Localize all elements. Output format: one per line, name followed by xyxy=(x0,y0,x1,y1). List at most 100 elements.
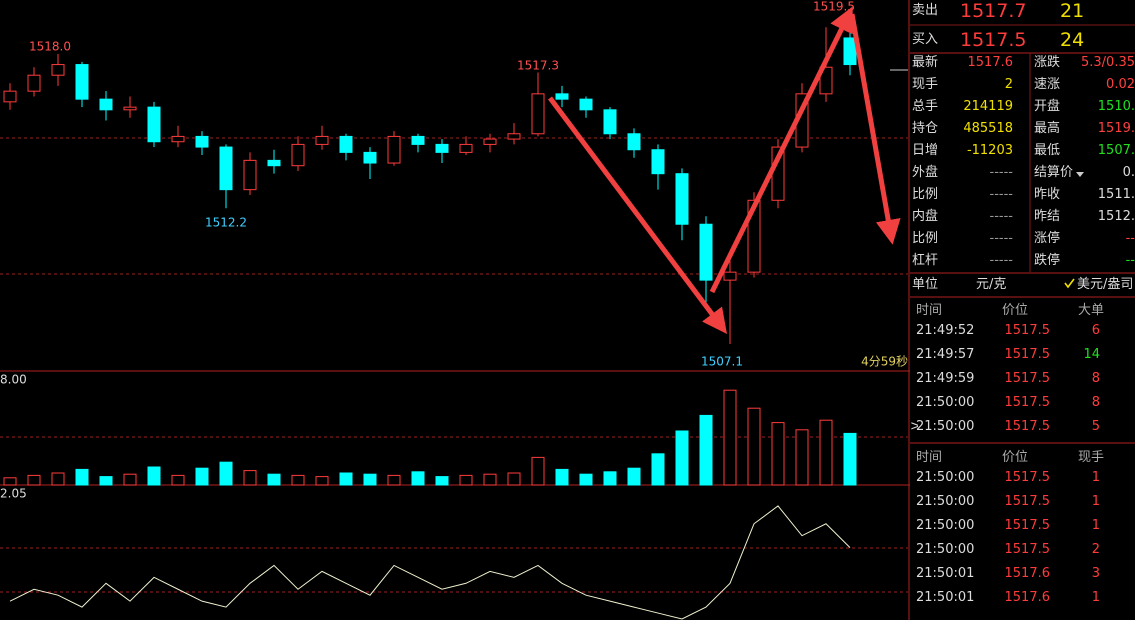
stat-value: ----- xyxy=(989,231,1013,246)
candle-body xyxy=(555,93,569,100)
trade-qty: 3 xyxy=(1091,566,1100,581)
volume-bar xyxy=(483,473,497,486)
high-label: 1518.0 xyxy=(29,40,71,54)
quote-qty: 24 xyxy=(1060,29,1085,51)
candle-body xyxy=(147,106,161,143)
volume-bar xyxy=(459,474,473,486)
candle-body xyxy=(675,173,689,225)
low-label: 1512.2 xyxy=(205,216,247,230)
volume-bar xyxy=(291,474,305,486)
trade-qty: 5 xyxy=(1091,419,1100,434)
trade-qty: 1 xyxy=(1091,494,1100,509)
candle-body xyxy=(795,93,809,148)
candle-body xyxy=(651,149,665,175)
candle-body xyxy=(75,64,89,100)
trade-qty: 1 xyxy=(1091,518,1100,533)
stat-label: 比例 xyxy=(912,187,939,202)
trade-time: 21:50:01 xyxy=(916,566,975,581)
candle-body xyxy=(699,223,713,281)
stat-label: 持仓 xyxy=(912,121,939,136)
stat-label: 涨停 xyxy=(1034,231,1061,246)
quote-label: 买入 xyxy=(912,32,939,47)
candle-body xyxy=(99,98,113,111)
stat-label: 跌停 xyxy=(1034,253,1061,268)
stat-value: 1507. xyxy=(1097,143,1135,158)
candle-body xyxy=(363,151,377,164)
volume-bar xyxy=(219,461,233,486)
candle-body xyxy=(243,159,257,191)
stat-value: 214119 xyxy=(963,99,1013,114)
trade-time: 21:50:00 xyxy=(916,494,975,509)
volume-bar xyxy=(819,419,833,486)
high-label: 1517.3 xyxy=(517,59,559,73)
volume-bar xyxy=(411,471,425,486)
volume-bar xyxy=(171,474,185,486)
trade-qty: 8 xyxy=(1091,395,1100,410)
stat-value: -- xyxy=(1125,231,1135,246)
countdown: 4分59秒 xyxy=(861,355,908,369)
candle-body xyxy=(819,66,833,95)
trade-time: 21:50:00 xyxy=(916,419,975,434)
volume-bar xyxy=(195,467,209,486)
volume-bar xyxy=(267,473,281,486)
stat-value: 1512. xyxy=(1097,209,1135,224)
stat-label: 速涨 xyxy=(1034,77,1061,92)
trade-time: 21:50:00 xyxy=(916,518,975,533)
stat-label: 最低 xyxy=(1034,143,1061,158)
candle-body xyxy=(411,135,425,145)
stat-label: 结算价 xyxy=(1034,165,1074,180)
candle-body xyxy=(387,135,401,164)
candle-body xyxy=(51,64,65,76)
candle-body xyxy=(579,98,593,111)
stat-value: 5.3/0.35 xyxy=(1081,55,1135,70)
volume-bar xyxy=(651,453,665,486)
stat-value: 1519. xyxy=(1097,121,1135,136)
stat-label: 比例 xyxy=(912,231,939,246)
stat-label: 最新 xyxy=(912,55,939,70)
column-header: 价位 xyxy=(1002,303,1029,318)
stat-value: ----- xyxy=(989,187,1013,202)
candle-body xyxy=(123,106,137,111)
low-label: 1507.1 xyxy=(701,355,743,369)
volume-bar xyxy=(555,468,569,486)
volume-bar xyxy=(747,407,761,486)
trade-price: 1517.5 xyxy=(1004,323,1051,338)
trade-price: 1517.5 xyxy=(1004,371,1051,386)
trade-time: 21:49:52 xyxy=(916,323,975,338)
candle-body xyxy=(843,37,857,66)
volume-bar xyxy=(795,429,809,486)
candle-body xyxy=(3,90,17,103)
check-icon xyxy=(1064,278,1075,289)
candle-body xyxy=(435,143,449,153)
quote-qty: 21 xyxy=(1060,0,1085,22)
volume-bar xyxy=(363,473,377,486)
trade-price: 1517.5 xyxy=(1004,542,1051,557)
candle-body xyxy=(507,133,521,140)
stat-label: 现手 xyxy=(912,77,939,92)
stat-value: 1517.6 xyxy=(967,55,1014,70)
volume-bar xyxy=(843,432,857,486)
stat-value: -11203 xyxy=(966,143,1013,158)
volume-bar xyxy=(339,472,353,486)
unit-option: 元/克 xyxy=(976,277,1007,292)
volume-bar xyxy=(579,473,593,486)
column-header: 时间 xyxy=(916,303,943,318)
unit-option: 美元/盎司 xyxy=(1077,277,1134,292)
trade-price: 1517.5 xyxy=(1004,395,1051,410)
stat-value: 1511. xyxy=(1097,187,1135,202)
volume-bar xyxy=(675,430,689,486)
stat-value: 1510. xyxy=(1097,99,1135,114)
trade-time: 21:50:00 xyxy=(916,470,975,485)
trade-time: 21:50:00 xyxy=(916,542,975,557)
candle-body xyxy=(267,159,281,167)
trade-qty: 1 xyxy=(1091,470,1100,485)
volume-bar xyxy=(771,422,785,486)
trade-price: 1517.5 xyxy=(1004,419,1051,434)
volume-bar xyxy=(315,476,329,486)
high-label: 1519.5 xyxy=(813,0,855,14)
candle-body xyxy=(723,271,737,281)
candle-body xyxy=(195,135,209,148)
quote-panel: 卖出 1517.7 21 买入 1517.5 24 最新 1517.6 涨跌 5.3/0.35 现手… xyxy=(910,0,1135,620)
trade-qty: 2 xyxy=(1091,542,1100,557)
